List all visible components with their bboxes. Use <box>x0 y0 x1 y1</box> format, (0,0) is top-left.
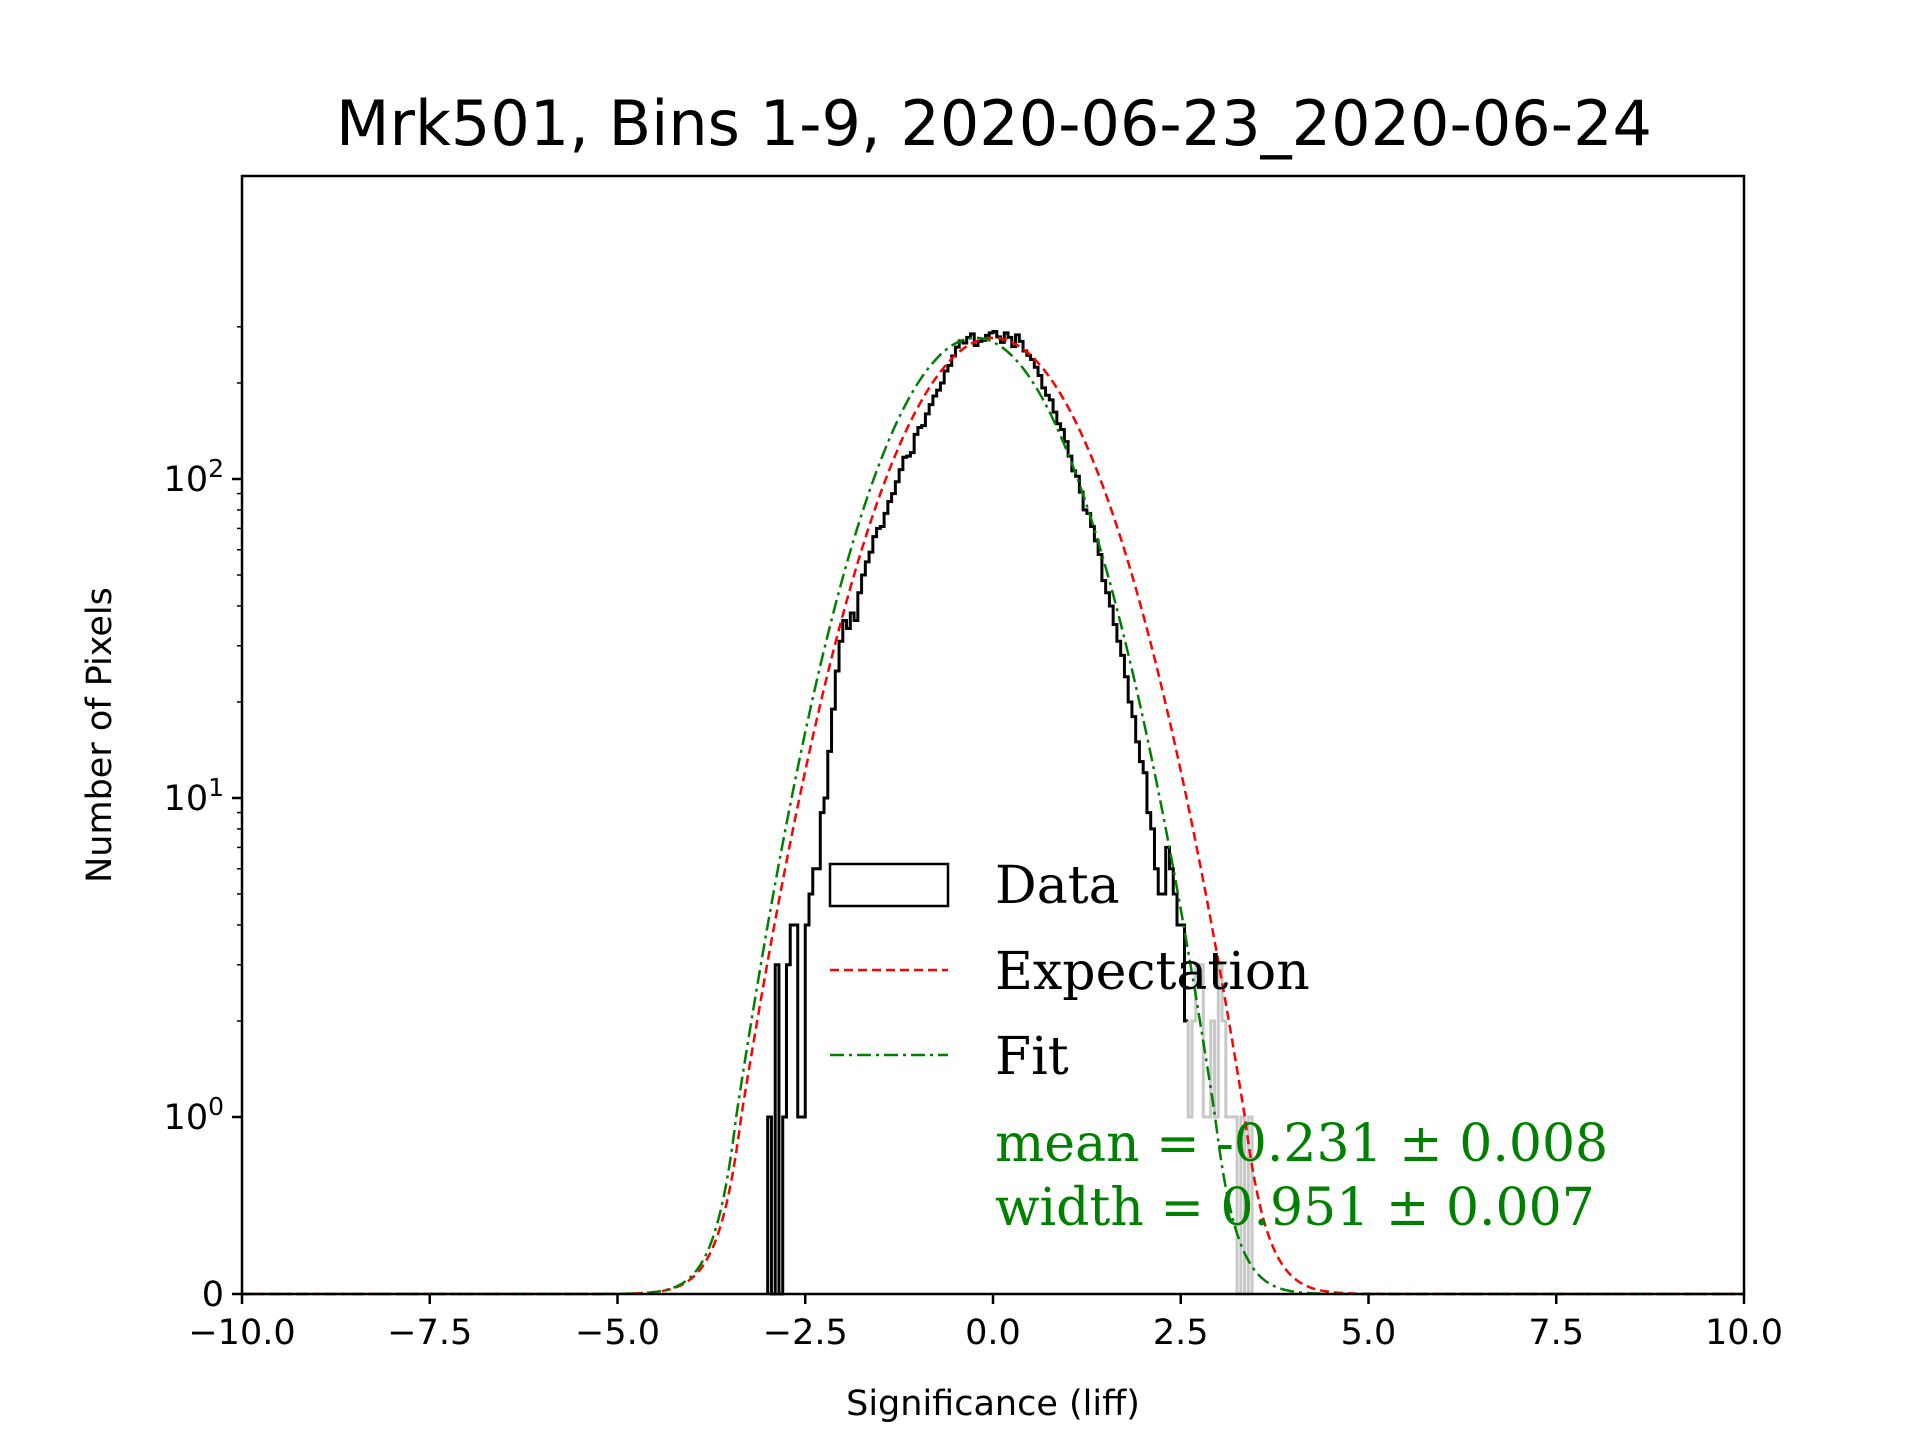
legend-data-swatch <box>828 862 950 908</box>
fit-width-annotation: width = 0.951 ± 0.007 <box>995 1178 1595 1238</box>
x-tick-label: 10.0 <box>1705 1313 1783 1353</box>
y-tick-label: 101 <box>164 773 224 819</box>
x-tick-label: 2.5 <box>1153 1313 1209 1353</box>
x-axis: −10.0 −7.5 −5.0 −2.5 0.0 2.5 5.0 7.5 10.0 <box>188 1294 1783 1353</box>
x-tick-label: 7.5 <box>1528 1313 1584 1353</box>
x-tick-label: −7.5 <box>387 1313 472 1353</box>
x-axis-label: Significance (liff) <box>846 1384 1140 1424</box>
x-tick-label: −2.5 <box>763 1313 848 1353</box>
y-tick-label: 100 <box>164 1092 224 1138</box>
histogram-data-faded <box>1186 963 1254 1296</box>
x-tick-label: 5.0 <box>1341 1313 1397 1353</box>
x-tick-label: −5.0 <box>575 1313 660 1353</box>
fit-mean-annotation: mean = -0.231 ± 0.008 <box>995 1114 1608 1174</box>
y-axis: 0 100 101 102 <box>164 326 242 1315</box>
chart-title: Mrk501, Bins 1-9, 2020-06-23_2020-06-24 <box>336 87 1652 160</box>
x-tick-label: 0.0 <box>965 1313 1021 1353</box>
legend-fit-label: Fit <box>995 1027 1069 1087</box>
histogram-data <box>766 329 1189 1296</box>
y-tick-label: 0 <box>202 1275 224 1315</box>
legend: Data Expectation Fit mean = -0.231 ± 0.0… <box>828 856 1608 1238</box>
y-tick-label: 102 <box>164 454 224 500</box>
legend-data-label: Data <box>995 856 1120 916</box>
legend-expectation-label: Expectation <box>995 942 1310 1002</box>
x-tick-label: −10.0 <box>188 1313 295 1353</box>
y-axis-label: Number of Pixels <box>80 587 120 883</box>
